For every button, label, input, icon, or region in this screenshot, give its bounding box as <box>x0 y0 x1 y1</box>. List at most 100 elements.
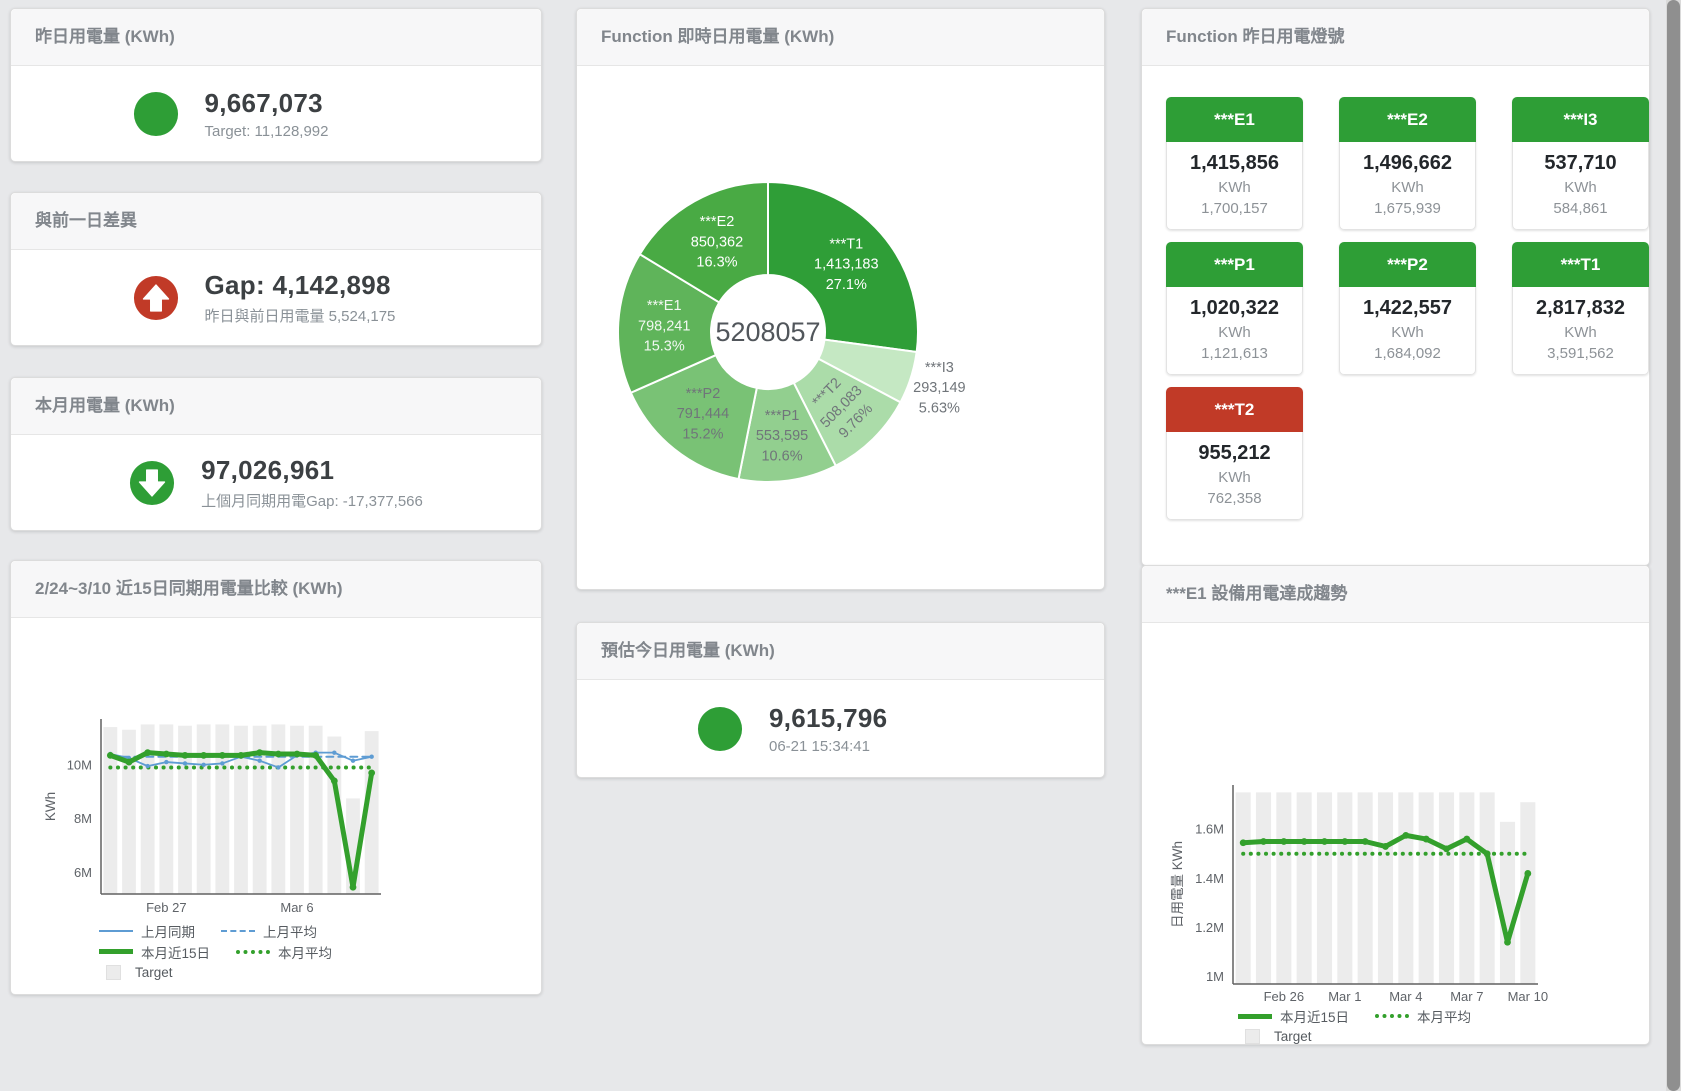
data-point <box>1239 839 1247 847</box>
card-title: 與前一日差異 <box>11 193 541 250</box>
y-axis-label: 日用電量 KWh <box>1170 841 1185 928</box>
data-point <box>1280 838 1288 845</box>
chart-legend: 本月近15日 本月平均 Target <box>1238 1006 1497 1046</box>
status-tile-e1[interactable]: ***E1 1,415,856 KWh 1,700,157 <box>1166 97 1303 230</box>
data-point <box>1402 831 1410 839</box>
data-point <box>293 750 301 758</box>
target-bar <box>1357 792 1373 984</box>
data-point <box>369 754 374 759</box>
target-bar <box>1377 792 1394 984</box>
tile-body: 2,817,832 KWh 3,591,562 <box>1512 287 1649 375</box>
data-point <box>145 763 150 769</box>
legend-item[interactable]: 上月同期 <box>99 921 195 941</box>
stat-timestamp: 06-21 15:34:41 <box>769 737 870 755</box>
stat-value: 9,667,073 <box>204 87 323 118</box>
tile-value: 955,212 <box>1198 442 1271 464</box>
tile-target: 1,684,092 <box>1374 345 1441 362</box>
tile-value: 537,710 <box>1544 152 1617 174</box>
stat-subtitle: 昨日與前日用電量 5,524,175 <box>204 307 396 325</box>
legend-row: Target <box>99 962 358 983</box>
stat-subtitle: 上個月同期用電Gap: -17,377,566 <box>201 492 423 510</box>
tile-unit: KWh <box>1564 179 1597 196</box>
legend-item[interactable]: 本月平均 <box>1375 1006 1471 1026</box>
data-point <box>276 765 281 770</box>
legend-line-sample-solid <box>99 949 133 954</box>
target-bar <box>1398 792 1414 984</box>
tile-target: 1,675,939 <box>1374 200 1441 217</box>
legend-row: Target <box>1238 1026 1497 1046</box>
status-tile-i3[interactable]: ***I3 537,710 KWh 584,861 <box>1512 97 1649 230</box>
legend-row: 本月近15日 本月平均 <box>1238 1006 1497 1026</box>
donut-slice-label: ***E2 850,362 16.3% <box>691 214 743 271</box>
target-bar <box>1296 792 1312 984</box>
compare-15day-svg: 6M 8M 10M KWh Feb 27 Mar 6 <box>43 719 381 915</box>
target-bar <box>1418 792 1434 984</box>
legend-line-sample-dotted <box>1375 1014 1410 1018</box>
data-point <box>144 749 152 757</box>
legend-item[interactable]: Target <box>1238 1028 1312 1044</box>
tile-value: 1,422,557 <box>1363 297 1452 319</box>
target-bar <box>1479 792 1495 984</box>
legend-label: Target <box>1274 1028 1312 1044</box>
status-tile-e2[interactable]: ***E2 1,496,662 KWh 1,675,939 <box>1339 97 1476 230</box>
tile-label: ***E1 <box>1166 97 1303 142</box>
realtime-usage-donut-chart: ***T1 1,413,183 27.1% ***I3 293,149 5.63% ***T… <box>577 66 1104 589</box>
legend-item[interactable]: 上月平均 <box>221 921 317 941</box>
donut-slice-t1[interactable] <box>767 180 919 354</box>
legend-item[interactable]: Target <box>99 965 173 980</box>
data-point <box>106 751 114 759</box>
data-point <box>182 761 188 766</box>
y-tick-label: 1.4M <box>1195 871 1224 886</box>
scrollbar-thumb[interactable] <box>1667 0 1680 1091</box>
card-usage-compare-chart: 2/24~3/10 近15日同期用電量比較 (KWh) 6M 8M 10M KWh Fe… <box>10 560 542 995</box>
target-bar <box>1255 792 1272 984</box>
e1-trend-svg: 1M 1.2M 1.4M 1.6M 日用電量 KWh Feb 26 Mar 1 Mar 4 Ma… <box>1170 785 1548 1004</box>
target-bar <box>196 724 211 894</box>
status-tile-p2[interactable]: ***P2 1,422,557 KWh 1,684,092 <box>1339 242 1476 375</box>
card-status-lights: Function 昨日用電燈號 ***E1 1,415,856 KWh 1,700,1… <box>1141 8 1650 566</box>
status-tile-p1[interactable]: ***P1 1,020,322 KWh 1,121,613 <box>1166 242 1303 375</box>
tile-value: 2,817,832 <box>1536 297 1625 319</box>
tile-target: 3,591,562 <box>1547 345 1614 362</box>
tile-target: 762,358 <box>1207 490 1262 507</box>
tile-label: ***P2 <box>1339 242 1476 287</box>
donut-slice-p2[interactable] <box>629 353 758 481</box>
data-point <box>1341 838 1349 845</box>
legend-item[interactable]: 本月近15日 <box>99 942 210 962</box>
vertical-scrollbar[interactable] <box>1666 0 1681 1091</box>
x-tick-label: Mar 6 <box>280 900 313 915</box>
target-bar <box>364 731 379 894</box>
legend-item[interactable]: 本月平均 <box>236 942 332 962</box>
data-point <box>220 761 225 766</box>
legend-item[interactable]: 本月近15日 <box>1238 1006 1349 1026</box>
data-point <box>125 758 133 766</box>
legend-label: 上月同期 <box>141 924 195 940</box>
data-point <box>1422 835 1430 843</box>
status-circle-icon <box>133 91 179 137</box>
tile-label: ***T1 <box>1512 242 1649 287</box>
data-point <box>350 758 356 763</box>
tile-body: 955,212 KWh 762,358 <box>1166 432 1303 520</box>
donut-slice-label: ***I3 293,149 5.63% <box>913 360 965 417</box>
card-title: ***E1 設備用電達成趨勢 <box>1142 566 1649 623</box>
target-bar <box>1337 792 1353 984</box>
donut-center-value: 5208057 <box>715 317 820 347</box>
target-bar <box>215 724 230 894</box>
donut-slice-e1[interactable] <box>617 252 721 395</box>
x-tick-label: Feb 26 <box>1264 989 1304 1004</box>
x-tick-label: Mar 7 <box>1450 989 1483 1004</box>
card-e1-trend-chart: ***E1 設備用電達成趨勢 1M 1.2M 1.4M 1.6M 日用電量 KWh Feb… <box>1141 565 1650 1045</box>
legend-label: Target <box>135 965 173 980</box>
tile-target: 1,700,157 <box>1201 200 1268 217</box>
target-bar <box>122 729 136 894</box>
donut-slice-e2[interactable] <box>638 180 769 304</box>
card-title: 昨日用電量 (KWh) <box>11 9 541 66</box>
y-tick-label: 10M <box>67 757 92 772</box>
target-bar <box>1520 802 1536 984</box>
data-point <box>330 777 338 785</box>
status-tile-t2[interactable]: ***T2 955,212 KWh 762,358 <box>1166 387 1303 520</box>
tile-unit: KWh <box>1391 324 1424 341</box>
status-tile-t1[interactable]: ***T1 2,817,832 KWh 3,591,562 <box>1512 242 1649 375</box>
tile-value: 1,496,662 <box>1363 152 1452 174</box>
legend-swatch-bar <box>1245 1028 1260 1044</box>
